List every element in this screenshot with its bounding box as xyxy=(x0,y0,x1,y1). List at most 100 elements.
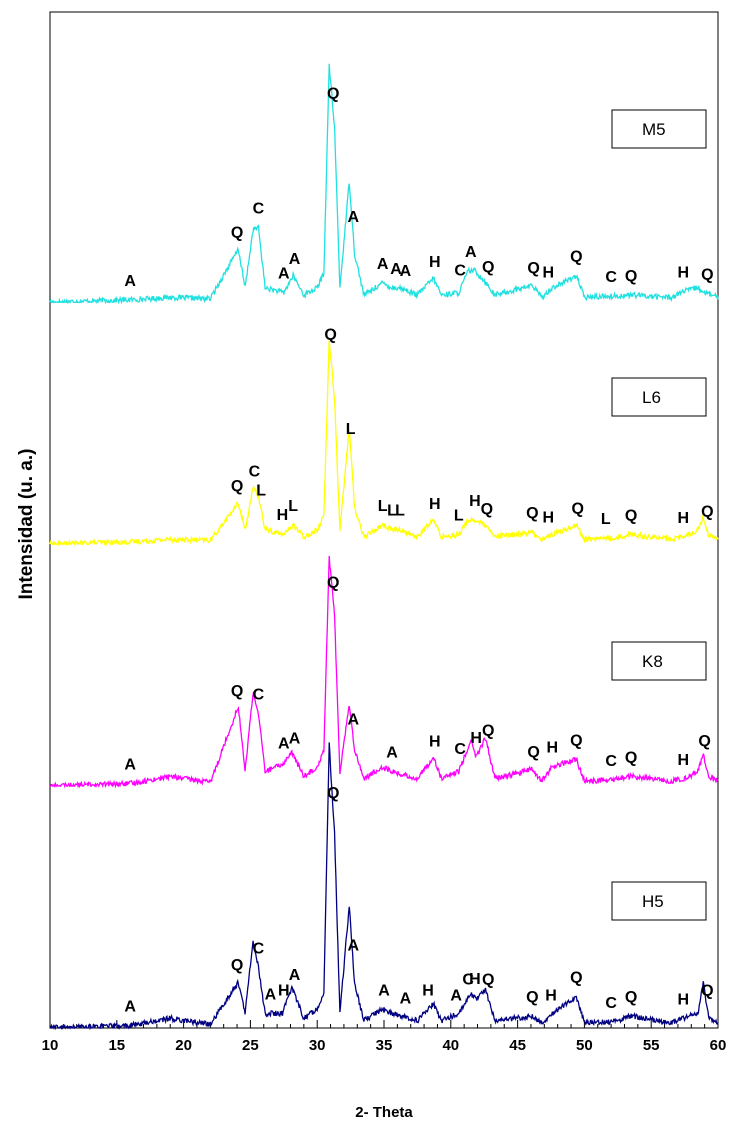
peak-label: Q xyxy=(571,500,583,517)
legend-box xyxy=(611,641,707,681)
plot-frame xyxy=(49,11,719,1029)
series-line-k8 xyxy=(50,555,719,789)
peak-label: A xyxy=(465,244,477,261)
peak-label: H xyxy=(677,510,689,527)
peak-label: H xyxy=(470,730,482,747)
peak-label: Q xyxy=(625,508,637,525)
peak-label: Q xyxy=(526,989,538,1006)
legend-label: H5 xyxy=(642,892,664,911)
x-tick-label: 25 xyxy=(242,1037,259,1054)
peak-label: L xyxy=(256,482,266,499)
peak-label: A xyxy=(289,251,301,268)
peak-label: Q xyxy=(701,503,713,520)
peak-label: Q xyxy=(625,749,637,766)
peak-label: C xyxy=(253,687,265,704)
x-tick-label: 35 xyxy=(376,1037,393,1054)
x-tick-label: 30 xyxy=(309,1037,326,1054)
peak-label: L xyxy=(454,508,464,525)
x-axis-title: 2- Theta xyxy=(355,1104,413,1121)
peak-label: Q xyxy=(327,85,339,102)
peak-label: L xyxy=(288,498,298,515)
peak-label: A xyxy=(278,736,290,753)
peak-label: C xyxy=(605,995,617,1012)
legend-box xyxy=(611,109,707,149)
peak-label: H xyxy=(422,982,434,999)
x-tick-label: 60 xyxy=(710,1037,727,1054)
peak-label: H xyxy=(429,496,441,513)
peak-label: Q xyxy=(327,785,339,802)
peak-label: Q xyxy=(231,957,243,974)
x-tick-label: 15 xyxy=(108,1037,125,1054)
x-tick-label: 50 xyxy=(576,1037,593,1054)
peak-label: C xyxy=(605,269,617,286)
peak-label: A xyxy=(390,261,402,278)
peak-label: H xyxy=(545,988,557,1005)
peak-label: H xyxy=(278,983,290,1000)
peak-label: A xyxy=(278,266,290,283)
legend-box xyxy=(611,881,707,921)
peak-label: A xyxy=(124,757,136,774)
peak-label: H xyxy=(429,254,441,271)
y-axis-title: Intensidad (u. a.) xyxy=(16,449,37,600)
peak-label: C xyxy=(249,463,261,480)
x-tick-label: 20 xyxy=(175,1037,192,1054)
peak-label: A xyxy=(124,273,136,290)
peak-label: A xyxy=(377,256,389,273)
peak-label: A xyxy=(400,990,412,1007)
peak-label: H xyxy=(543,264,555,281)
peak-label: A xyxy=(124,999,136,1016)
peak-label: Q xyxy=(701,267,713,284)
peak-label: A xyxy=(289,967,301,984)
peak-label: H xyxy=(677,264,689,281)
series-line-l6 xyxy=(49,340,719,547)
peak-label: A xyxy=(347,209,359,226)
peak-label: Q xyxy=(526,505,538,522)
peak-label: L xyxy=(395,503,405,520)
peak-label: Q xyxy=(481,501,493,518)
x-tick-label: 55 xyxy=(643,1037,660,1054)
peak-label: Q xyxy=(570,732,582,749)
peak-label: C xyxy=(454,741,466,758)
peak-label: H xyxy=(469,493,481,510)
peak-label: Q xyxy=(698,733,710,750)
peak-label: Q xyxy=(625,268,637,285)
peak-label: H xyxy=(429,734,441,751)
peak-label: A xyxy=(347,938,359,955)
peak-label: C xyxy=(454,262,466,279)
peak-label: H xyxy=(277,507,289,524)
peak-label: A xyxy=(400,263,412,280)
peak-label: L xyxy=(387,503,397,520)
peak-label: Q xyxy=(482,722,494,739)
peak-label: H xyxy=(469,971,481,988)
x-tick-label: 40 xyxy=(442,1037,459,1054)
series-line-m5 xyxy=(49,63,719,305)
peak-label: Q xyxy=(527,744,539,761)
peak-label: A xyxy=(386,745,398,762)
peak-label: Q xyxy=(231,683,243,700)
peak-label: Q xyxy=(327,575,339,592)
peak-label: L xyxy=(601,511,611,528)
x-tick-label: 45 xyxy=(509,1037,526,1054)
peak-label: L xyxy=(346,421,356,438)
x-tick-label: 10 xyxy=(42,1037,59,1054)
peak-label: L xyxy=(378,498,388,515)
peak-label: Q xyxy=(324,327,336,344)
peak-label: Q xyxy=(482,259,494,276)
peak-label: A xyxy=(450,988,462,1005)
peak-label: Q xyxy=(231,224,243,241)
peak-label: Q xyxy=(231,478,243,495)
peak-label: C xyxy=(605,753,617,770)
peak-label: Q xyxy=(570,970,582,987)
peak-label: Q xyxy=(701,982,713,999)
peak-label: C xyxy=(462,971,474,988)
legend-label: M5 xyxy=(642,120,666,139)
peak-label: Q xyxy=(482,971,494,988)
peak-label: Q xyxy=(527,260,539,277)
series-line-h5 xyxy=(50,742,719,1031)
peak-label: A xyxy=(265,986,277,1003)
peak-label: H xyxy=(543,509,555,526)
legend-label: K8 xyxy=(642,652,663,671)
legend-label: L6 xyxy=(642,388,661,407)
peak-label: H xyxy=(547,740,559,757)
